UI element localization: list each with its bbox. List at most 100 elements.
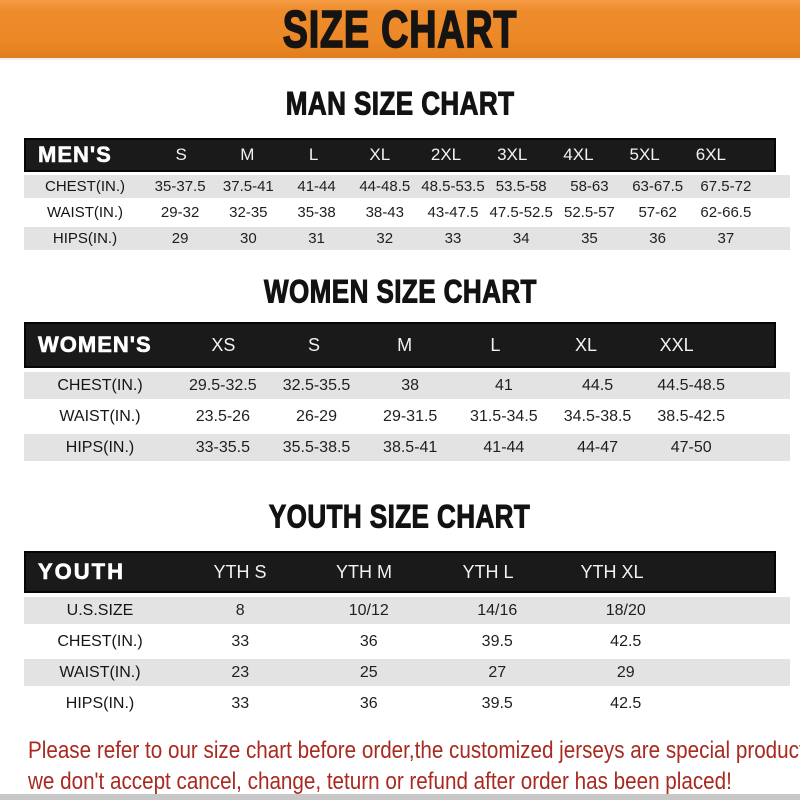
- size-column-header: 4XL: [563, 145, 594, 164]
- size-column-header: 3XL: [497, 145, 528, 164]
- size-value-cell: 39.5: [481, 694, 513, 712]
- size-columns: YTH S YTH M YTH L YTH XL: [178, 553, 774, 591]
- size-column-header: L: [308, 145, 319, 164]
- size-chart-banner: SIZE CHART: [0, 0, 800, 60]
- size-columns: S M L XL 2XL 3XL 4XL 5XL 6XL: [148, 140, 774, 170]
- size-value-cell: 44.5-48.5: [657, 376, 725, 394]
- size-value-cell: 33-35.5: [195, 438, 250, 456]
- table-row: CHEST(IN.) 33 36 39.5 42.5: [24, 628, 790, 655]
- table-row: HIPS(IN.) 29 30 31 32 33 34 35 36 37: [24, 227, 790, 250]
- men-table-title: MEN'S: [38, 142, 112, 168]
- size-column-header: L: [490, 334, 501, 355]
- size-value-cell: 47-50: [670, 438, 712, 456]
- size-value-cell: 41-44: [297, 178, 336, 195]
- size-column-header: M: [240, 145, 255, 164]
- size-value-cell: 29.5-32.5: [189, 376, 257, 394]
- row-label: WAIST(IN.): [59, 407, 141, 425]
- row-values: 33 36 39.5 42.5: [176, 690, 790, 717]
- size-value-cell: 53.5-58: [495, 178, 547, 195]
- row-values: 29 30 31 32 33 34 35 36 37: [146, 227, 790, 250]
- man-section-heading: MAN SIZE CHART: [0, 85, 800, 123]
- size-value-cell: 32.5-35.5: [282, 376, 351, 394]
- size-value-cell: 36: [359, 694, 378, 712]
- man-heading-text: MAN SIZE CHART: [285, 85, 515, 123]
- size-column-header: XS: [211, 334, 236, 355]
- size-value-cell: 31: [308, 230, 325, 247]
- men-table-header-band: MEN'S S M L XL 2XL 3XL 4XL 5XL 6XL: [24, 138, 776, 172]
- table-row: CHEST(IN.) 35-37.5 37.5-41 41-44 44-48.5 48.5…: [24, 175, 790, 198]
- size-value-cell: 32-35: [229, 204, 268, 221]
- size-value-cell: 44.5: [581, 376, 614, 394]
- size-value-cell: 47.5-52.5: [489, 204, 553, 221]
- size-value-cell: 44-47: [577, 438, 618, 456]
- table-rows: CHEST(IN.) 35-37.5 37.5-41 41-44 44-48.5 48.5…: [24, 175, 790, 250]
- row-label: HIPS(IN.): [52, 230, 118, 247]
- youth-section-heading: YOUTH SIZE CHART: [0, 498, 800, 536]
- women-heading-text: WOMEN SIZE CHART: [263, 273, 537, 311]
- size-value-cell: 29: [616, 663, 635, 681]
- size-value-cell: 38.5-42.5: [657, 407, 725, 425]
- size-value-cell: 43-47.5: [427, 204, 479, 221]
- size-column-header: S: [308, 334, 321, 355]
- table-row: WAIST(IN.) 29-32 32-35 35-38 38-43 43-47.5 47.…: [24, 201, 790, 224]
- size-value-cell: 29-32: [160, 204, 200, 221]
- size-value-cell: 38: [401, 376, 420, 394]
- bottom-edge-strip: [0, 794, 800, 800]
- row-values: 23.5-26 26-29 29-31.5 31.5-34.5 34.5-38.5 38.…: [176, 403, 790, 430]
- size-column-header: 6XL: [695, 145, 726, 164]
- size-columns: XS S M L XL XXL: [178, 324, 774, 366]
- size-value-cell: 35: [581, 230, 598, 247]
- size-column-header: 2XL: [430, 145, 462, 164]
- size-value-cell: 8: [235, 601, 245, 619]
- size-value-cell: 30: [239, 230, 257, 247]
- order-notice-line-2: we don't accept cancel, change, teturn o…: [28, 768, 732, 795]
- row-values: 29.5-32.5 32.5-35.5 38 41 44.5 44.5-48.5: [176, 372, 790, 399]
- row-label: WAIST(IN.): [59, 663, 141, 681]
- size-value-cell: 38.5-41: [383, 438, 438, 456]
- size-value-cell: 35-38: [297, 204, 336, 221]
- size-value-cell: 37.5-41: [222, 178, 274, 195]
- size-column-header: YTH L: [462, 561, 514, 582]
- size-column-header: S: [175, 145, 187, 164]
- size-value-cell: 41: [494, 376, 513, 394]
- size-value-cell: 48.5-53.5: [421, 178, 485, 195]
- youth-heading-text: YOUTH SIZE CHART: [269, 498, 531, 536]
- size-column-header: YTH XL: [580, 561, 644, 582]
- women-table-title: WOMEN'S: [38, 332, 152, 358]
- size-value-cell: 23: [231, 663, 250, 681]
- size-value-cell: 25: [359, 663, 378, 681]
- order-notice-line-1: Please refer to our size chart before or…: [28, 737, 800, 764]
- table-row: WAIST(IN.) 23 25 27 29: [24, 659, 790, 686]
- table-row: CHEST(IN.) 29.5-32.5 32.5-35.5 38 41 44.5 44.5…: [24, 372, 790, 399]
- size-value-cell: 33: [444, 230, 462, 247]
- size-value-cell: 14/16: [477, 601, 518, 619]
- table-row: WAIST(IN.) 23.5-26 26-29 29-31.5 31.5-34.5 34…: [24, 403, 790, 430]
- men-size-table: MEN'S S M L XL 2XL 3XL 4XL 5XL 6XL CHEST(IN.) 35-…: [24, 138, 790, 250]
- size-value-cell: 27: [488, 663, 507, 681]
- table-rows: CHEST(IN.) 29.5-32.5 32.5-35.5 38 41 44.5 44.5…: [24, 372, 790, 461]
- size-value-cell: 34: [512, 230, 530, 247]
- size-column-header: XL: [575, 334, 598, 355]
- size-value-cell: 44-48.5: [359, 178, 411, 195]
- size-column-header: 5XL: [629, 145, 660, 164]
- size-value-cell: 41-44: [483, 438, 525, 456]
- size-value-cell: 34.5-38.5: [563, 407, 632, 425]
- youth-table-title: YOUTH: [38, 559, 125, 585]
- size-value-cell: 33: [231, 694, 250, 712]
- size-value-cell: 32: [376, 230, 394, 247]
- size-value-cell: 38-43: [365, 204, 404, 221]
- order-notice: Please refer to our size chart before or…: [0, 735, 800, 797]
- size-value-cell: 52.5-57: [563, 204, 615, 221]
- size-value-cell: 29: [171, 230, 189, 247]
- women-size-table: WOMEN'S XS S M L XL XXL CHEST(IN.) 29.5-32.5 32…: [24, 322, 790, 461]
- size-value-cell: 33: [231, 632, 250, 650]
- size-value-cell: 29-31.5: [383, 407, 438, 425]
- row-label: HIPS(IN.): [65, 438, 135, 456]
- table-row: U.S.SIZE 8 10/12 14/16 18/20: [24, 597, 790, 624]
- youth-table-header-band: YOUTH YTH S YTH M YTH L YTH XL: [24, 551, 776, 593]
- women-table-header-band: WOMEN'S XS S M L XL XXL: [24, 322, 776, 368]
- size-value-cell: 31.5-34.5: [470, 407, 538, 425]
- size-value-cell: 37: [717, 230, 735, 247]
- women-section-heading: WOMEN SIZE CHART: [0, 273, 800, 311]
- row-label: CHEST(IN.): [57, 632, 143, 650]
